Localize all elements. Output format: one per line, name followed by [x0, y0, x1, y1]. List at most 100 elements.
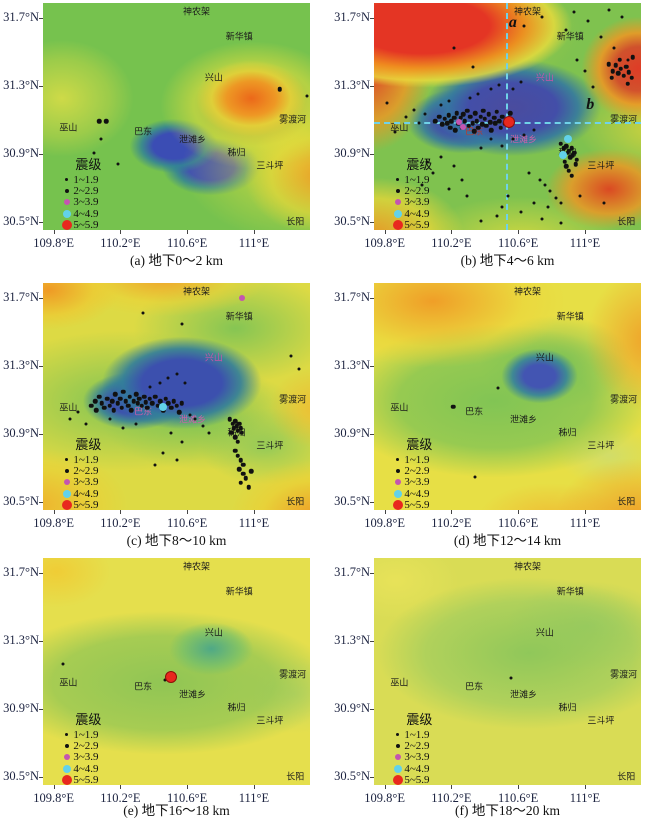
event-dot-m2 [236, 421, 242, 426]
legend-item-label: 3~3.9 [73, 751, 99, 764]
event-dot-m1 [207, 431, 211, 435]
event-dot-m2 [102, 405, 107, 411]
y-tick-mark [370, 434, 374, 436]
event-dot-m2 [507, 110, 513, 116]
legend-dot-m2 [60, 468, 73, 474]
heatmap-b: 神农架新华镇兴山雾渡河巫山巴东泄滩乡秭归三斗坪长阳ab震级1~1.92~2.93… [374, 3, 641, 230]
legend-item-label: 1~1.9 [73, 173, 99, 186]
place-label: 三斗坪 [256, 440, 284, 451]
x-tick-mark [253, 785, 255, 789]
event-dot-m1 [305, 94, 309, 98]
event-dot-m2 [155, 403, 161, 408]
legend-title: 震级 [75, 436, 102, 452]
event-dot-m2 [118, 396, 123, 402]
event-dot-m2 [119, 405, 124, 411]
legend-item: 2~2.9 [391, 185, 432, 197]
place-label: 巴东 [134, 126, 153, 137]
heatmap-a: 神农架 新华镇 兴山 雾渡河 巫山 巴东 泄滩乡 秭归 三斗坪 长阳 震级 1~1.9 2~2.9 3~3… [43, 3, 310, 230]
y-tick-mark [370, 572, 374, 574]
x-tick-mark [518, 510, 520, 514]
legend-dot-m3 [391, 479, 404, 486]
event-dot-m1 [564, 28, 568, 32]
event-dot-m2 [134, 391, 139, 397]
place-label: 雾渡河 [279, 669, 307, 680]
heatmap-c: 神农架新华镇兴山雾渡河巫山巴东泄滩乡秭归三斗坪长阳震级1~1.92~2.93~3… [43, 283, 310, 510]
magnitude-dot-icon [392, 500, 403, 510]
x-tick-label: 110.2°E [100, 791, 141, 805]
event-dot-m1 [548, 189, 552, 193]
x-tick-mark [53, 510, 55, 514]
legend-item-label: 4~4.9 [404, 762, 430, 775]
magnitude-dot-icon [65, 458, 69, 462]
y-tick-mark [39, 17, 43, 19]
y-tick-mark [39, 641, 43, 643]
event-dot-m1 [193, 417, 197, 421]
event-dot-m1 [509, 676, 513, 680]
legend-item-label: 2~2.9 [73, 740, 99, 753]
event-dot-m2 [150, 401, 155, 406]
event-dot-m2 [617, 57, 622, 62]
x-tick-mark [53, 785, 55, 789]
place-label: 神农架 [514, 561, 542, 572]
legend-item: 3~3.9 [391, 476, 432, 488]
place-label: 巫山 [59, 122, 78, 133]
legend-dot-m4 [391, 764, 404, 773]
event-dot-m1 [471, 65, 475, 69]
legend-item: 1~1.9 [391, 729, 432, 741]
y-tick-mark [370, 709, 374, 711]
event-dot-m2 [494, 109, 500, 115]
place-label: 巴东 [134, 406, 153, 417]
legend-dot-m5 [391, 220, 404, 230]
event-dot-m2 [482, 116, 488, 122]
event-dot-m2 [451, 115, 457, 120]
event-dot-m1 [99, 137, 103, 141]
event-dot-m1 [511, 87, 515, 91]
magnitude-dot-icon [62, 764, 71, 773]
event-dot-m2 [437, 114, 442, 119]
y-tick-mark [370, 641, 374, 643]
x-tick-mark [451, 510, 453, 514]
event-dot-m2 [230, 421, 235, 426]
event-dot-m1 [489, 137, 493, 141]
event-dot-m1 [468, 96, 472, 100]
magnitude-dot-icon [62, 209, 71, 218]
event-dot-m5 [503, 115, 516, 128]
magnitude-dot-icon [392, 220, 403, 230]
magnitude-dot-icon [65, 733, 69, 737]
legend-dot-m2 [391, 468, 404, 474]
legend-item-label: 2~2.9 [404, 740, 430, 753]
place-label: 雾渡河 [610, 114, 638, 125]
legend-item: 5~5.9 [60, 774, 101, 785]
event-dot-m2 [120, 389, 126, 395]
x-tick-label: 109.8°E [33, 516, 75, 530]
place-label: 雾渡河 [610, 669, 638, 680]
legend-item-label: 5~5.9 [404, 219, 430, 230]
x-tick-label: 111°E [569, 791, 601, 805]
event-dot-m2 [630, 55, 636, 60]
event-dot-m2 [610, 68, 616, 74]
place-label: 神农架 [183, 561, 211, 572]
event-dot-m1 [385, 101, 389, 105]
cross-section-label-b: b [586, 96, 595, 114]
x-tick-label: 109.8°E [33, 236, 75, 250]
place-label: 雾渡河 [610, 394, 638, 405]
x-tick-label: 111°E [238, 791, 270, 805]
y-tick-label: 31.3°N [3, 78, 39, 93]
x-tick-label: 110.6°E [498, 236, 539, 250]
panel-caption: (d) 地下12～14 km [453, 533, 562, 548]
x-tick-mark [120, 510, 122, 514]
legend-dot-m4 [60, 489, 73, 498]
legend-item-label: 1~1.9 [404, 173, 430, 186]
event-dot-m2 [486, 111, 492, 117]
legend-dot-m3 [391, 754, 404, 761]
x-tick-mark [451, 230, 453, 234]
event-dot-m2 [232, 419, 238, 424]
event-dot-m1 [68, 417, 72, 421]
event-dot-m2 [624, 64, 629, 69]
event-dot-m1 [575, 58, 579, 62]
magnitude-legend: 震级 1~1.9 2~2.9 3~3.9 4~4.9 5~5.9 [60, 434, 101, 510]
legend-item: 2~2.9 [60, 185, 101, 198]
legend-dot-m3 [60, 754, 73, 761]
x-tick-mark [187, 230, 189, 234]
legend-item-label: 2~2.9 [73, 185, 99, 198]
